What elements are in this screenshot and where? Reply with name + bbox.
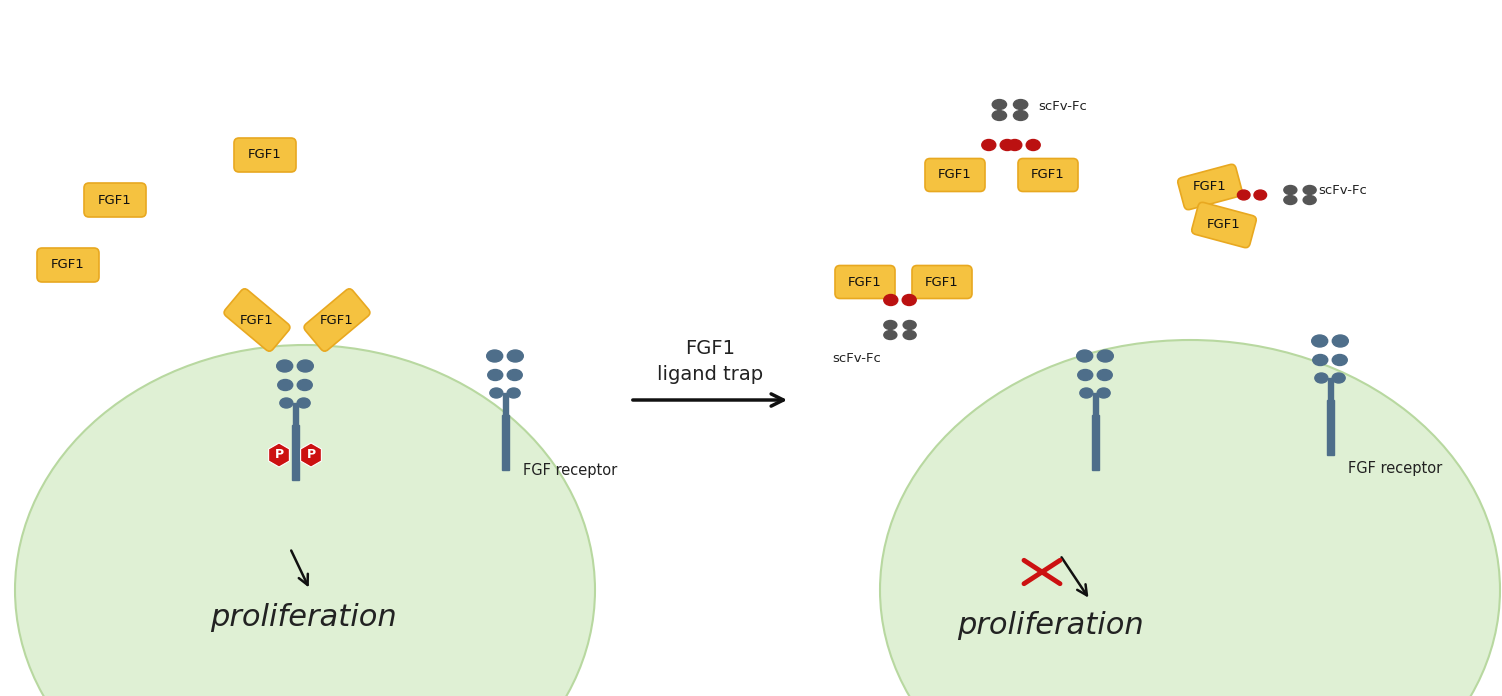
Text: FGF1: FGF1 [51,258,86,271]
Ellipse shape [1008,139,1021,150]
Ellipse shape [903,331,916,340]
Ellipse shape [279,398,293,408]
Text: FGF1: FGF1 [320,313,354,326]
Ellipse shape [1098,370,1113,381]
Text: scFv-Fc: scFv-Fc [1317,184,1367,198]
Bar [1326,400,1334,455]
FancyBboxPatch shape [912,265,972,299]
Text: proliferation: proliferation [957,610,1143,640]
Text: P: P [306,448,315,461]
Ellipse shape [1313,354,1328,365]
Text: FGF receptor: FGF receptor [1347,461,1442,475]
FancyBboxPatch shape [224,289,290,351]
Bar [503,393,508,415]
Ellipse shape [490,388,503,398]
Ellipse shape [903,294,916,306]
Ellipse shape [508,388,520,398]
Ellipse shape [883,320,897,329]
FancyBboxPatch shape [234,138,296,172]
Ellipse shape [1080,388,1093,398]
Bar [1328,378,1332,400]
Text: ligand trap: ligand trap [656,365,763,384]
Ellipse shape [1332,373,1346,383]
FancyBboxPatch shape [303,289,369,351]
Text: FGF1: FGF1 [98,193,132,207]
Ellipse shape [1026,139,1041,150]
FancyBboxPatch shape [1191,203,1256,248]
Ellipse shape [1304,186,1316,194]
Ellipse shape [1096,388,1110,398]
Ellipse shape [15,345,595,696]
Ellipse shape [1284,186,1296,194]
Bar [291,425,299,480]
FancyBboxPatch shape [835,265,895,299]
Ellipse shape [1078,370,1093,381]
Text: FGF1: FGF1 [1032,168,1065,182]
Ellipse shape [278,379,293,390]
Bar [1092,393,1098,415]
Ellipse shape [1014,100,1027,109]
Ellipse shape [487,350,503,362]
Ellipse shape [1238,190,1250,200]
Ellipse shape [982,139,996,150]
Ellipse shape [1254,190,1266,200]
Text: FGF receptor: FGF receptor [523,463,617,477]
Text: FGF1: FGF1 [1208,219,1241,232]
Ellipse shape [1304,196,1316,205]
Ellipse shape [1314,373,1328,383]
Text: scFv-Fc: scFv-Fc [1038,100,1087,113]
Ellipse shape [508,350,523,362]
Text: scFv-Fc: scFv-Fc [832,351,880,365]
Ellipse shape [1332,354,1347,365]
Ellipse shape [297,379,312,390]
FancyBboxPatch shape [1178,164,1242,209]
Ellipse shape [1014,111,1027,120]
Text: FGF1: FGF1 [925,276,958,289]
Text: FGF1: FGF1 [685,338,734,358]
Text: FGF1: FGF1 [240,313,273,326]
Text: FGF1: FGF1 [849,276,882,289]
FancyBboxPatch shape [38,248,99,282]
Text: FGF1: FGF1 [1193,180,1227,193]
Bar [1092,415,1098,470]
Text: FGF1: FGF1 [939,168,972,182]
FancyBboxPatch shape [1018,159,1078,191]
Ellipse shape [1284,196,1296,205]
Ellipse shape [488,370,503,381]
Ellipse shape [880,340,1500,696]
Text: P: P [275,448,284,461]
Bar [502,415,509,470]
Ellipse shape [1311,335,1328,347]
Ellipse shape [508,370,523,381]
Text: FGF1: FGF1 [248,148,282,161]
Ellipse shape [297,398,309,408]
Ellipse shape [1098,350,1113,362]
Polygon shape [300,443,321,467]
Text: proliferation: proliferation [210,603,397,633]
Ellipse shape [297,360,314,372]
Ellipse shape [883,294,898,306]
Ellipse shape [276,360,293,372]
Bar [293,403,297,425]
Ellipse shape [883,331,897,340]
Ellipse shape [1000,139,1014,150]
Ellipse shape [1077,350,1092,362]
Ellipse shape [993,111,1006,120]
FancyBboxPatch shape [84,183,146,217]
FancyBboxPatch shape [925,159,985,191]
Polygon shape [269,443,290,467]
Ellipse shape [1332,335,1349,347]
Ellipse shape [993,100,1006,109]
Ellipse shape [903,320,916,329]
